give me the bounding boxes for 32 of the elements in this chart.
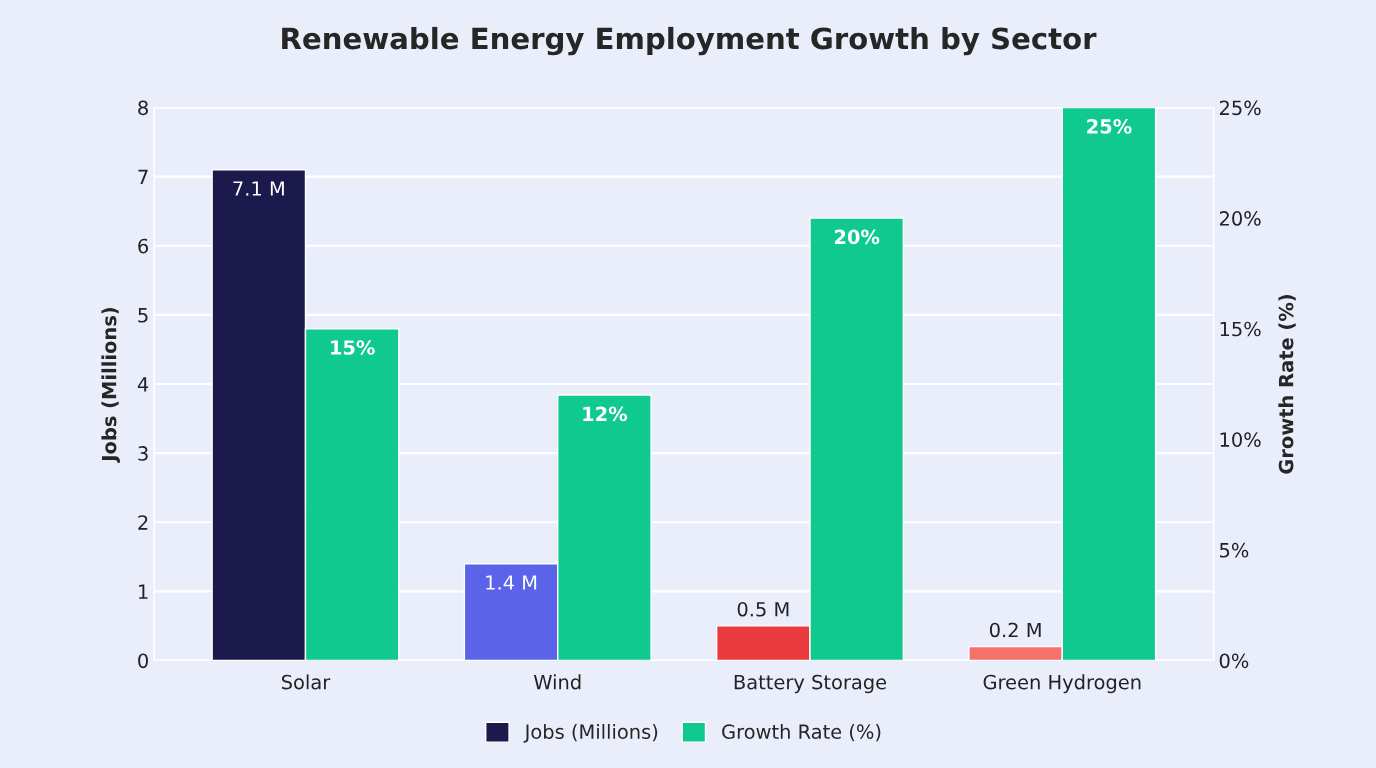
y-tick-label: 4: [137, 377, 149, 392]
data-label: 0.2 M: [989, 622, 1041, 638]
x-tick-label: Solar: [281, 674, 331, 690]
x-tick-label: Green Hydrogen: [983, 674, 1141, 694]
y2-tick-label: 15%: [1220, 321, 1261, 337]
x-tick-label: Wind: [533, 674, 581, 690]
y2-tick-label: 20%: [1219, 211, 1261, 226]
y2-tick-label: 25%: [1219, 100, 1261, 116]
y-tick-label: 7: [138, 169, 148, 185]
chart-title: Renewable Energy Employment Growth by Sector: [282, 26, 1097, 56]
x-tick-label: Battery Storage: [734, 674, 887, 694]
data-label: 25%: [1087, 118, 1132, 134]
y-axis-title: Jobs (Millions): [101, 307, 121, 463]
y-tick-label: 6: [138, 238, 149, 254]
data-label: 0.5 M: [737, 601, 789, 617]
data-label: 1.4 M: [486, 575, 537, 590]
legend-label: Growth Rate (%): [722, 723, 881, 742]
y-tick-label: 5: [138, 308, 148, 323]
data-label: 15%: [331, 340, 375, 355]
data-label: 20%: [834, 229, 880, 245]
y-tick-label: 0: [138, 653, 148, 669]
data-label: 12%: [583, 406, 628, 422]
y2-axis-title: Growth Rate (%): [1278, 294, 1296, 474]
y2-tick-label: 0%: [1219, 653, 1249, 669]
data-label: 7.1 M: [233, 181, 284, 196]
y-tick-label: 2: [138, 515, 148, 530]
y-tick-label: 1: [139, 584, 148, 599]
legend-label: Jobs (Millions): [523, 723, 658, 743]
y2-tick-label: 10%: [1220, 432, 1261, 447]
y-tick-label: 8: [138, 100, 148, 116]
y2-tick-label: 5%: [1219, 542, 1249, 558]
y-tick-label: 3: [138, 446, 148, 461]
